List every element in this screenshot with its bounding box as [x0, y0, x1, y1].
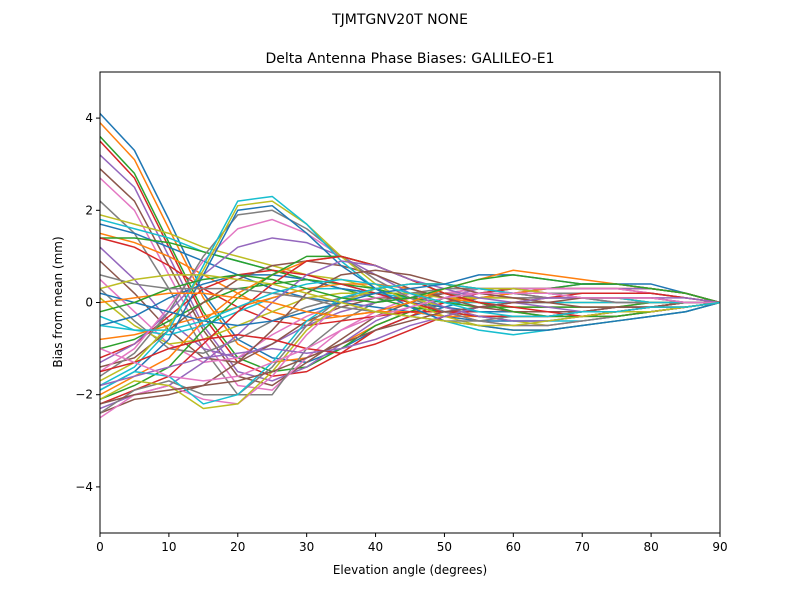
x-axis-label: Elevation angle (degrees) [333, 563, 487, 577]
figure-suptitle: TJMTGNV20T NONE [331, 12, 468, 28]
x-axis-ticks: 0 10 20 30 40 50 60 70 80 90 [96, 533, 728, 554]
x-tick-label: 80 [643, 540, 658, 554]
x-tick-label: 20 [230, 540, 245, 554]
x-tick-label: 0 [96, 540, 104, 554]
chart-title: Delta Antenna Phase Biases: GALILEO-E1 [265, 51, 554, 67]
y-axis-ticks: −4 −2 0 2 4 [75, 111, 100, 494]
plot-area: 0 10 20 30 40 50 60 70 80 90 −4 −2 0 2 4 [75, 71, 728, 554]
series-line-44 [100, 292, 720, 373]
series-line-3 [100, 136, 720, 373]
series-line-43 [100, 274, 720, 313]
y-tick-label: 2 [85, 203, 93, 217]
series-lines [100, 112, 720, 419]
x-tick-label: 90 [712, 540, 727, 554]
x-tick-label: 60 [506, 540, 521, 554]
x-tick-label: 40 [368, 540, 383, 554]
x-tick-label: 30 [299, 540, 314, 554]
y-tick-label: −2 [75, 388, 93, 402]
y-tick-label: 4 [85, 111, 93, 125]
x-tick-label: 10 [161, 540, 176, 554]
series-line-47 [100, 292, 720, 382]
series-line-50 [100, 278, 720, 331]
x-tick-label: 70 [575, 540, 590, 554]
x-tick-label: 50 [437, 540, 452, 554]
y-tick-label: 0 [85, 296, 93, 310]
y-tick-label: −4 [75, 480, 93, 494]
y-axis-label: Bias from mean (mm) [51, 236, 65, 367]
series-line-5 [100, 154, 720, 382]
